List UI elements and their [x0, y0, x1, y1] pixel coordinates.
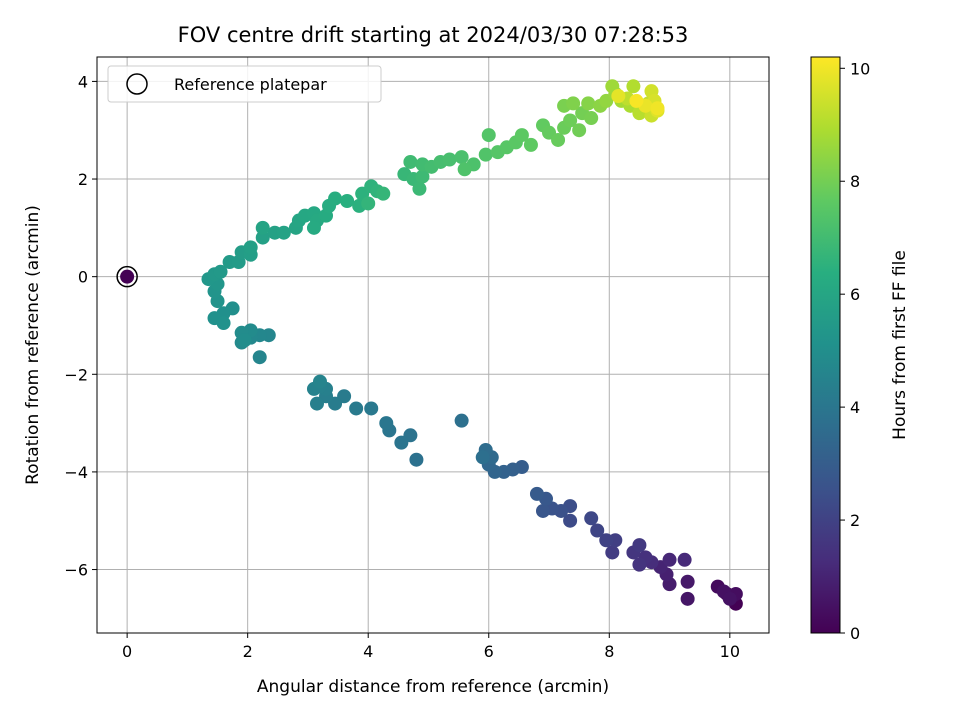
scatter-point [478, 147, 493, 162]
scatter-point [394, 435, 409, 450]
x-tick-label: 8 [604, 642, 614, 661]
scatter-point [412, 181, 427, 196]
scatter-point [237, 333, 252, 348]
scatter-point [457, 162, 472, 177]
scatter-point [312, 374, 327, 389]
legend-label: Reference platepar [174, 75, 327, 94]
colorbar-ticks: 0 2 4 6 8 10 [840, 59, 870, 643]
legend-box [107, 65, 382, 103]
y-tick-label: −6 [64, 561, 88, 580]
y-tick-label: −2 [64, 365, 88, 384]
x-axis-ticks: 0 2 4 6 8 10 [122, 633, 740, 661]
colorbar-label: Hours from first FF file [890, 250, 910, 440]
scatter-point [629, 93, 644, 108]
scatter-point [309, 396, 324, 411]
colorbar-gradient [810, 56, 841, 634]
grid [97, 57, 769, 633]
scatter-point [523, 137, 538, 152]
scatter-point [306, 220, 321, 235]
scatter-points [120, 79, 743, 611]
y-tick-label: 2 [78, 170, 88, 189]
scatter-point [680, 591, 695, 606]
x-tick-label: 6 [484, 642, 494, 661]
scatter-point [677, 552, 692, 567]
scatter-point [581, 96, 596, 111]
scatter-point [403, 154, 418, 169]
scatter-point [255, 220, 270, 235]
legend-marker [126, 73, 148, 95]
scatter-point [361, 196, 376, 211]
plot-frame [96, 56, 770, 634]
scatter-point [481, 128, 496, 143]
chart-title: FOV centre drift starting at 2024/03/30 … [178, 23, 689, 47]
x-tick-label: 2 [243, 642, 253, 661]
x-tick-label: 10 [720, 642, 740, 661]
scatter-point [680, 574, 695, 589]
scatter-point [650, 101, 665, 116]
scatter-point [379, 416, 394, 431]
legend: Reference platepar [107, 65, 382, 103]
y-tick-label: 0 [78, 268, 88, 287]
scatter-point [454, 413, 469, 428]
colorbar: 0 2 4 6 8 10 Hours from first FF file [810, 56, 910, 643]
scatter-point [626, 79, 641, 94]
scatter-point [535, 503, 550, 518]
scatter-point [276, 225, 291, 240]
scatter-point [563, 113, 578, 128]
scatter-point [252, 350, 267, 365]
scatter-point [328, 191, 343, 206]
scatter-point [572, 123, 587, 138]
scatter-point [632, 557, 647, 572]
scatter-point [599, 533, 614, 548]
scatter-point [584, 511, 599, 526]
scatter-point [475, 450, 490, 465]
y-tick-label: 4 [78, 72, 88, 91]
scatter-point [611, 89, 626, 104]
scatter-point [722, 591, 737, 606]
scatter-point [590, 523, 605, 538]
x-axis-label: Angular distance from reference (arcmin) [257, 677, 609, 697]
scatter-point [213, 264, 228, 279]
scatter-point [529, 486, 544, 501]
y-tick-label: −4 [64, 463, 88, 482]
scatter-point [340, 194, 355, 208]
colorbar-tick-label: 8 [850, 172, 860, 191]
scatter-point [551, 132, 566, 147]
scatter-point [632, 538, 647, 553]
scatter-point [216, 316, 231, 331]
scatter-point [376, 186, 391, 201]
y-axis-label: Rotation from reference (arcmin) [23, 205, 43, 485]
reference-marker [116, 265, 138, 288]
scatter-point [442, 152, 457, 167]
scatter-point [584, 111, 599, 126]
colorbar-tick-label: 6 [850, 285, 860, 304]
colorbar-tick-label: 2 [850, 511, 860, 530]
scatter-point [454, 150, 469, 165]
scatter-point [566, 96, 581, 111]
scatter-point [605, 545, 620, 560]
scatter-point [514, 128, 529, 143]
scatter-point [662, 552, 677, 567]
scatter-point [349, 401, 364, 416]
x-tick-label: 4 [363, 642, 373, 661]
scatter-point [364, 401, 379, 416]
colorbar-tick-label: 10 [850, 59, 870, 78]
scatter-point [415, 169, 430, 184]
colorbar-tick-label: 4 [850, 398, 860, 417]
scatter-point [120, 269, 135, 284]
scatter-point [409, 452, 424, 467]
x-tick-label: 0 [122, 642, 132, 661]
scatter-point [563, 513, 578, 528]
scatter-point [255, 230, 270, 245]
colorbar-tick-label: 0 [850, 624, 860, 643]
y-axis-ticks: −6 −4 −2 0 2 4 [64, 72, 97, 580]
scatter-point [243, 240, 258, 255]
